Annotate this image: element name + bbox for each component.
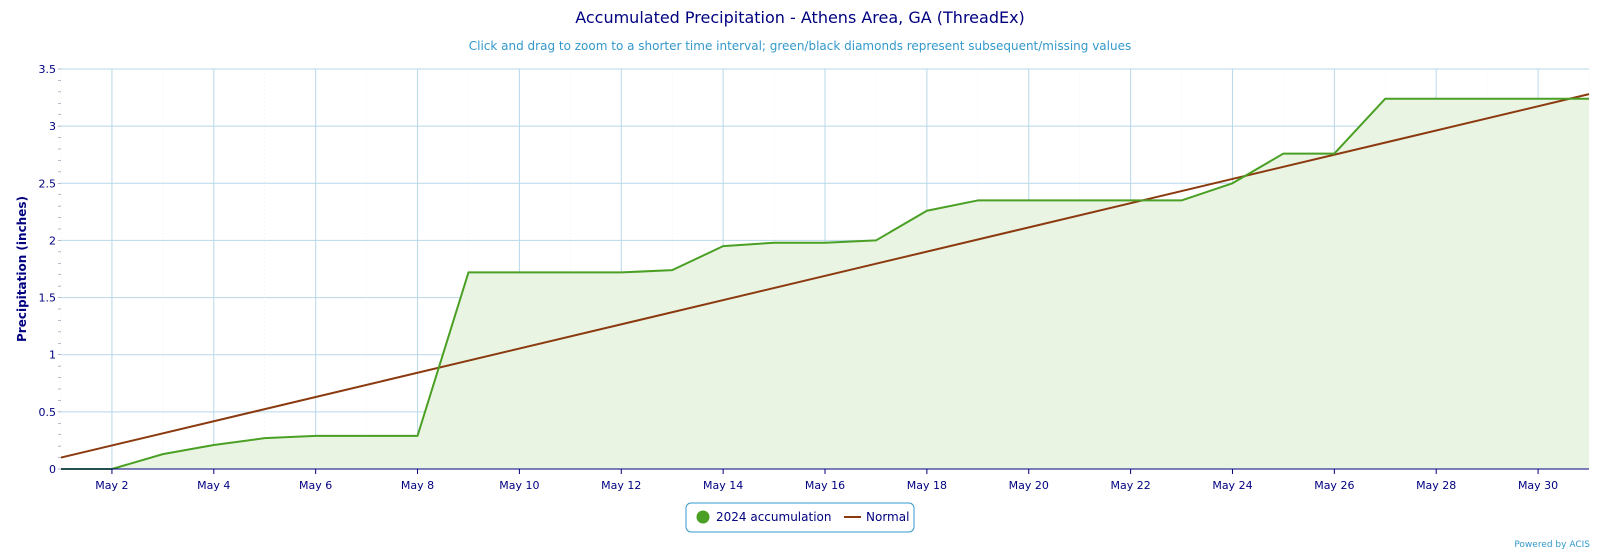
credit-link[interactable]: Powered by ACIS: [1514, 540, 1590, 550]
x-tick-label: May 16: [805, 479, 845, 492]
y-tick-label: 2: [49, 234, 56, 247]
data-point-accumulation[interactable]: [464, 268, 472, 276]
data-point-accumulation[interactable]: [872, 236, 880, 244]
y-tick-label: 1: [49, 349, 56, 362]
data-point-accumulation[interactable]: [261, 434, 269, 442]
data-point-accumulation[interactable]: [1228, 179, 1236, 187]
data-point-accumulation[interactable]: [515, 268, 523, 276]
data-point-accumulation[interactable]: [1279, 150, 1287, 158]
data-point-accumulation[interactable]: [1330, 150, 1338, 158]
series-line-normal[interactable]: [60, 93, 1590, 459]
accumulation-fill: [61, 98, 1589, 469]
x-tick-label: May 10: [499, 479, 539, 492]
data-point-accumulation[interactable]: [770, 239, 778, 247]
y-tick-label: 0: [49, 463, 56, 476]
data-point-accumulation[interactable]: [821, 239, 829, 247]
legend: 2024 accumulation Normal: [685, 502, 915, 533]
y-tick-label: 2.5: [39, 177, 57, 190]
y-tick-label: 0.5: [39, 406, 57, 419]
y-axis-title: Precipitation (inches): [15, 196, 29, 342]
x-tick-label: May 18: [907, 479, 947, 492]
data-point-accumulation[interactable]: [668, 266, 676, 274]
data-point-accumulation[interactable]: [1076, 196, 1084, 204]
y-tick-label: 3: [49, 120, 56, 133]
x-tick-label: May 28: [1416, 479, 1456, 492]
x-tick-label: May 22: [1110, 479, 1150, 492]
legend-marker-accumulation: [696, 510, 710, 524]
y-tick-label: 3.5: [39, 63, 57, 76]
series-line-accumulation[interactable]: [61, 97, 1589, 470]
x-tick-label: May 6: [299, 479, 332, 492]
legend-item-accumulation[interactable]: 2024 accumulation: [696, 510, 832, 524]
x-tick-label: May 20: [1009, 479, 1049, 492]
y-tick-label: 1.5: [39, 292, 57, 305]
chart-subtitle: Click and drag to zoom to a shorter time…: [469, 39, 1131, 53]
legend-box: [685, 502, 915, 533]
data-point-accumulation[interactable]: [1025, 196, 1033, 204]
data-point-accumulation[interactable]: [719, 242, 727, 250]
data-point-accumulation[interactable]: [312, 432, 320, 440]
x-tick-label: May 26: [1314, 479, 1354, 492]
data-point-accumulation[interactable]: [617, 268, 625, 276]
data-point-accumulation[interactable]: [210, 441, 218, 449]
x-tick-label: May 2: [95, 479, 128, 492]
legend-label-normal: Normal: [866, 510, 909, 524]
data-point-accumulation[interactable]: [566, 268, 574, 276]
x-tick-label: May 24: [1212, 479, 1252, 492]
accumulation-area: [61, 98, 1589, 469]
x-tick-label: May 12: [601, 479, 641, 492]
x-tick-label: May 14: [703, 479, 743, 492]
legend-item-normal[interactable]: Normal: [844, 510, 909, 524]
data-point-accumulation[interactable]: [1178, 196, 1186, 204]
data-point-accumulation[interactable]: [1585, 95, 1593, 103]
x-tick-label: May 30: [1518, 479, 1558, 492]
legend-label-accumulation: 2024 accumulation: [716, 510, 831, 524]
data-point-accumulation[interactable]: [1432, 95, 1440, 103]
x-tick-label: May 4: [197, 479, 230, 492]
series-lines: [60, 93, 1593, 470]
data-point-accumulation[interactable]: [414, 432, 422, 440]
data-point-accumulation[interactable]: [923, 207, 931, 215]
data-point-accumulation[interactable]: [1381, 95, 1389, 103]
x-axis-ticks: May 2 May 4 May 6 May 8 May 10 May 12 May 14 Ma…: [95, 469, 1558, 492]
data-point-accumulation[interactable]: [974, 196, 982, 204]
chart-title: Accumulated Precipitation - Athens Area,…: [575, 8, 1025, 27]
data-point-accumulation[interactable]: [363, 432, 371, 440]
data-point-accumulation[interactable]: [1483, 95, 1491, 103]
data-point-accumulation[interactable]: [159, 450, 167, 458]
data-point-accumulation[interactable]: [1534, 95, 1542, 103]
y-axis-ticks: 0 0.5 1 1.5 2 2.5 3 3.5: [39, 63, 61, 476]
data-point-accumulation[interactable]: [1127, 196, 1135, 204]
x-tick-label: May 8: [401, 479, 434, 492]
